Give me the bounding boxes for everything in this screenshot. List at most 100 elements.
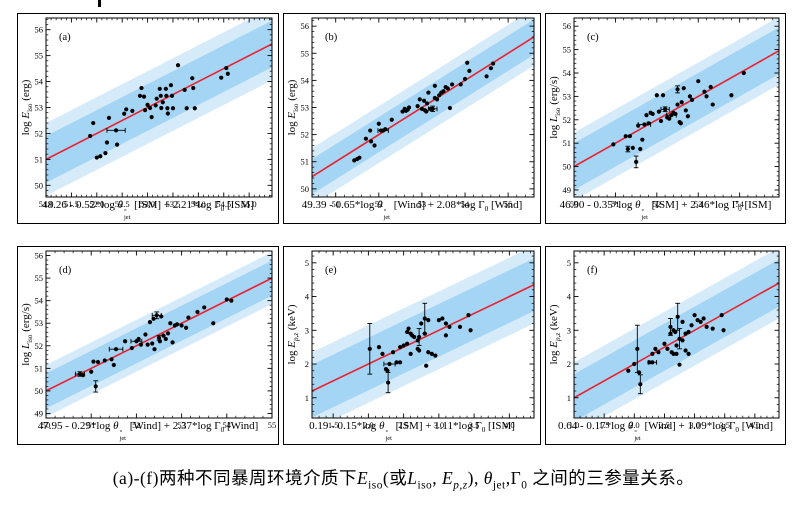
svg-text:52: 52 [375, 199, 384, 209]
svg-text:55: 55 [301, 48, 310, 58]
svg-text:53: 53 [301, 103, 310, 113]
panel-e-y-axis-label: log Ep,z (keV) [286, 304, 300, 365]
svg-text:52: 52 [35, 128, 44, 138]
svg-text:2: 2 [567, 359, 571, 369]
svg-text:54: 54 [563, 68, 572, 78]
svg-text:3.0: 3.0 [689, 420, 700, 430]
scatter-plot-canvas: 1.5 2.0 2.5 3.0 3.5 4.0 1 2 3 4 5 (e) [305, 250, 535, 430]
panel-label: (f) [587, 265, 598, 276]
svg-text:2.5: 2.5 [659, 420, 670, 430]
panel-c-y-axis-label: log Liso (erg/s) [548, 76, 562, 139]
svg-text:51: 51 [87, 420, 96, 430]
svg-text:51: 51 [563, 138, 572, 148]
svg-text:55: 55 [35, 273, 44, 283]
panel-f-y-axis-label: log Ep,z (keV) [548, 304, 562, 365]
panel-a-y-axis-label: log Eiso (erg) [20, 79, 34, 136]
panel-f-scatter-plot: 1.0 1.5 2.0 2.5 3.0 3.5 4.0 1 2 3 4 5 (f) [546, 247, 785, 444]
panel-label: (a) [59, 32, 71, 43]
svg-text:53: 53 [35, 103, 44, 113]
svg-text:56: 56 [301, 21, 310, 31]
panel-d-scatter-plot: 50 51 52 53 54 55 49 50 51 52 53 54 55 56 (d) [18, 247, 278, 444]
svg-text:51: 51 [301, 157, 310, 167]
panel-a-scatter-plot: 51.0 51.5 52.0 52.5 53.0 53.5 54.0 54.5 55.0 50 51… [18, 14, 278, 223]
svg-text:54: 54 [223, 420, 232, 430]
svg-text:53: 53 [418, 199, 427, 209]
svg-text:53: 53 [563, 91, 572, 101]
svg-text:1: 1 [567, 393, 571, 403]
svg-text:3.5: 3.5 [719, 420, 730, 430]
svg-text:4: 4 [305, 292, 310, 302]
panel-c-x-axis-equation: 46.90 - 0.35*log θ ° jet [ISM] + 2.46*log … [559, 199, 772, 222]
svg-text:50: 50 [35, 180, 44, 190]
panel-b-x-axis-equation: 49.39 - 0.65*log θ ° jet [Wind] + 2.08*log… [301, 199, 523, 222]
panel-f: 1.0 1.5 2.0 2.5 3.0 3.5 4.0 1 2 3 4 5 (f) log Ep,z (… [545, 246, 786, 445]
panel-c-scatter-plot: 50 51 52 53 54 49 50 51 52 53 54 55 56 (c) [546, 14, 785, 223]
svg-text:52.0: 52.0 [89, 199, 104, 209]
svg-text:50: 50 [35, 386, 44, 396]
svg-text:51: 51 [35, 154, 44, 164]
panel-a: 51.0 51.5 52.0 52.5 53.0 53.5 54.0 54.5 55.0 50 51… [17, 13, 279, 224]
svg-text:50: 50 [42, 420, 51, 430]
svg-text:52: 52 [301, 130, 310, 140]
scatter-plot-canvas: 51.0 51.5 52.0 52.5 53.0 53.5 54.0 54.5 55.0 50 51… [35, 17, 273, 209]
svg-text:49: 49 [563, 185, 572, 195]
panel-e-x-axis-equation: 0.19 - 0.15*log θ ° jet [ISM] + 1.11*log Γ… [309, 420, 515, 443]
svg-text:52: 52 [653, 199, 662, 209]
svg-text:4.0: 4.0 [504, 420, 515, 430]
svg-text:55: 55 [563, 45, 572, 55]
svg-text:52: 52 [132, 420, 141, 430]
svg-text:52: 52 [563, 115, 572, 125]
panel-b: 51 52 53 54 55 50 51 52 53 54 55 56 (b) log Eiso (er… [283, 13, 541, 224]
svg-text:1: 1 [305, 393, 309, 403]
svg-text:49: 49 [35, 408, 44, 418]
svg-text:56: 56 [563, 21, 572, 31]
svg-text:3: 3 [567, 325, 571, 335]
panel-label: (b) [325, 32, 338, 43]
panel-b-y-axis-label: log Eiso (erg) [286, 79, 300, 136]
panel-d-y-axis-label: log Liso (erg/s) [20, 303, 34, 366]
svg-text:55.0: 55.0 [242, 199, 257, 209]
svg-text:51: 51 [331, 199, 340, 209]
svg-text:53: 53 [35, 318, 44, 328]
svg-text:52: 52 [35, 341, 44, 351]
svg-text:51: 51 [611, 199, 620, 209]
svg-text:54: 54 [35, 77, 44, 87]
svg-text:54: 54 [35, 296, 44, 306]
svg-text:5: 5 [567, 258, 571, 268]
scatter-plot-canvas: 50 51 52 53 54 55 49 50 51 52 53 54 55 56 (d) [35, 250, 277, 430]
svg-text:51.0: 51.0 [39, 199, 54, 209]
svg-text:50: 50 [301, 184, 310, 194]
panel-f-x-axis-equation: 0.64 - 0.17*log θ ° jet [Wind] + 1.09*log … [557, 420, 774, 443]
svg-text:54: 54 [461, 199, 470, 209]
svg-text:54.5: 54.5 [216, 199, 231, 209]
panel-label: (e) [325, 265, 337, 276]
svg-text:3.5: 3.5 [469, 420, 480, 430]
svg-text:53: 53 [694, 199, 703, 209]
svg-text:51.5: 51.5 [64, 199, 79, 209]
panel-label: (c) [587, 32, 599, 43]
svg-text:54.0: 54.0 [191, 199, 206, 209]
svg-text:2.0: 2.0 [629, 420, 640, 430]
svg-text:4.0: 4.0 [750, 420, 761, 430]
svg-text:4: 4 [567, 292, 572, 302]
scatter-plot-canvas: 51 52 53 54 55 50 51 52 53 54 55 56 (b) [301, 17, 535, 209]
svg-text:3.0: 3.0 [434, 420, 445, 430]
svg-text:53.5: 53.5 [166, 199, 181, 209]
panel-c: 50 51 52 53 54 49 50 51 52 53 54 55 56 (c) log Liso (… [545, 13, 786, 224]
svg-text:1.5: 1.5 [599, 420, 610, 430]
svg-text:1.0: 1.0 [569, 420, 580, 430]
panel-e-scatter-plot: 1.5 2.0 2.5 3.0 3.5 4.0 1 2 3 4 5 (e) [284, 247, 540, 444]
panel-e: 1.5 2.0 2.5 3.0 3.5 4.0 1 2 3 4 5 (e) log Ep,z (keV… [283, 246, 541, 445]
scatter-plot-canvas: 50 51 52 53 54 49 50 51 52 53 54 55 56 (c) [563, 17, 780, 209]
figure-caption: (a)-(f)两种不同暴周环境介质下Eiso(或Liso, Ep,z), θje… [112, 468, 695, 492]
svg-text:1.5: 1.5 [328, 420, 339, 430]
svg-text:53: 53 [177, 420, 186, 430]
svg-text:55: 55 [268, 420, 277, 430]
panel-d: 50 51 52 53 54 55 49 50 51 52 53 54 55 56 (d) log Liso… [17, 246, 279, 445]
panel-d-x-axis-equation: 47.95 - 0.29*log θ ° jet [Wind] + 2.37*log… [37, 420, 259, 443]
svg-text:56: 56 [35, 25, 44, 35]
svg-text:2.5: 2.5 [398, 420, 409, 430]
svg-text:3: 3 [305, 325, 309, 335]
svg-text:54: 54 [301, 75, 310, 85]
